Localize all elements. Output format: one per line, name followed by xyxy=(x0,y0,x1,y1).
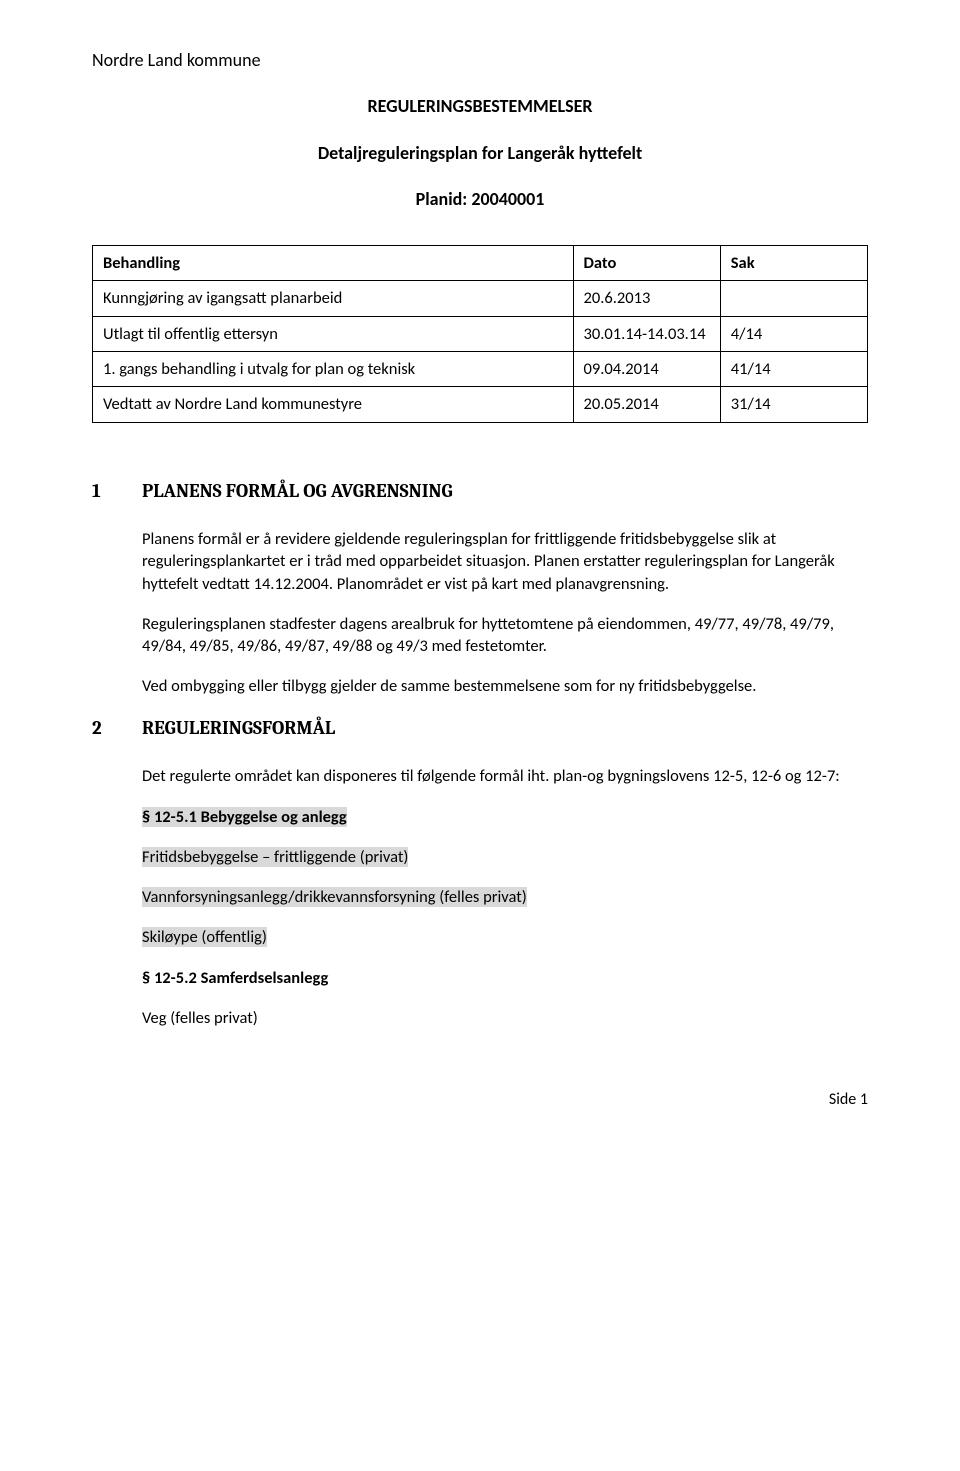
cell-sak xyxy=(720,281,867,316)
col-dato: Dato xyxy=(573,246,720,281)
paragraph: Det regulerte området kan disponeres til… xyxy=(142,765,868,787)
section-title: PLANENS FORMÅL OG AVGRENSNING xyxy=(142,479,453,505)
cell-behandling: Kunngjøring av igangsatt planarbeid xyxy=(93,281,574,316)
municipality-name: Nordre Land kommune xyxy=(92,48,868,72)
paragraph: Ved ombygging eller tilbygg gjelder de s… xyxy=(142,675,868,697)
cell-sak: 31/14 xyxy=(720,387,867,422)
table-row: Utlagt til offentlig ettersyn 30.01.14-1… xyxy=(93,316,868,351)
paragraph: Reguleringsplanen stadfester dagens area… xyxy=(142,613,868,658)
section-2-body: Det regulerte området kan disponeres til… xyxy=(142,765,868,1029)
document-title: REGULERINGSBESTEMMELSER xyxy=(92,94,868,118)
cell-dato: 20.6.2013 xyxy=(573,281,720,316)
subsection-heading: § 12-5.2 Samferdselsanlegg xyxy=(142,967,868,989)
cell-dato: 09.04.2014 xyxy=(573,351,720,386)
section-title: REGULERINGSFORMÅL xyxy=(142,716,335,742)
table-header-row: Behandling Dato Sak xyxy=(93,246,868,281)
list-item: Vannforsyningsanlegg/drikkevannsforsynin… xyxy=(142,886,868,908)
section-2-header: 2 REGULERINGSFORMÅL xyxy=(92,716,868,742)
paragraph: Planens formål er å revidere gjeldende r… xyxy=(142,528,868,595)
cell-sak: 41/14 xyxy=(720,351,867,386)
list-item: Veg (felles privat) xyxy=(142,1007,868,1029)
highlighted-text: Skiløype (offentlig) xyxy=(142,927,267,947)
cell-sak: 4/14 xyxy=(720,316,867,351)
highlighted-text: Fritidsbebyggelse – frittliggende (priva… xyxy=(142,847,408,867)
list-item: Skiløype (offentlig) xyxy=(142,926,868,948)
list-item: Fritidsbebyggelse – frittliggende (priva… xyxy=(142,846,868,868)
cell-behandling: Vedtatt av Nordre Land kommunestyre xyxy=(93,387,574,422)
subsection-heading: § 12-5.1 Bebyggelse og anlegg xyxy=(142,806,868,828)
table-row: Vedtatt av Nordre Land kommunestyre 20.0… xyxy=(93,387,868,422)
section-number: 2 xyxy=(92,716,142,742)
section-1-header: 1 PLANENS FORMÅL OG AVGRENSNING xyxy=(92,479,868,505)
cell-behandling: 1. gangs behandling i utvalg for plan og… xyxy=(93,351,574,386)
col-behandling: Behandling xyxy=(93,246,574,281)
cell-dato: 20.05.2014 xyxy=(573,387,720,422)
document-subtitle: Detaljreguleringsplan for Langeråk hytte… xyxy=(92,141,868,165)
col-sak: Sak xyxy=(720,246,867,281)
cell-behandling: Utlagt til offentlig ettersyn xyxy=(93,316,574,351)
highlighted-text: Vannforsyningsanlegg/drikkevannsforsynin… xyxy=(142,887,527,907)
behandling-table: Behandling Dato Sak Kunngjøring av igang… xyxy=(92,245,868,422)
page-footer: Side 1 xyxy=(92,1089,868,1111)
table-row: 1. gangs behandling i utvalg for plan og… xyxy=(93,351,868,386)
highlighted-heading: § 12-5.1 Bebyggelse og anlegg xyxy=(142,807,347,827)
cell-dato: 30.01.14-14.03.14 xyxy=(573,316,720,351)
table-row: Kunngjøring av igangsatt planarbeid 20.6… xyxy=(93,281,868,316)
plan-id: Planid: 20040001 xyxy=(92,187,868,211)
section-1-body: Planens formål er å revidere gjeldende r… xyxy=(142,528,868,698)
section-number: 1 xyxy=(92,479,142,505)
